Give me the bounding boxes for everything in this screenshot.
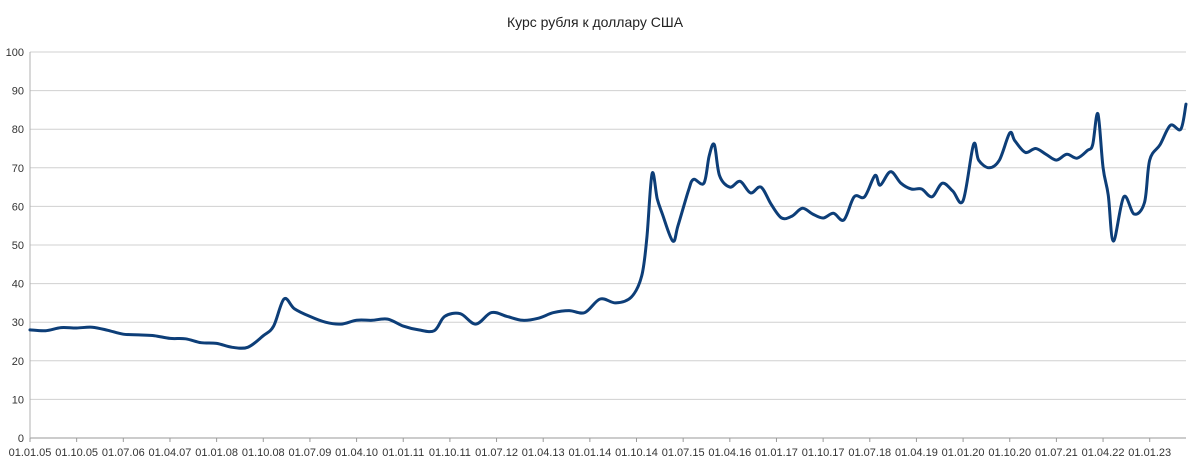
x-tick-label: 01.04.07 [149, 447, 192, 459]
x-tick-label: 01.01.20 [942, 447, 985, 459]
y-tick-label: 30 [12, 317, 24, 329]
x-tick-label: 01.10.20 [988, 447, 1031, 459]
y-tick-label: 80 [12, 124, 24, 136]
y-tick-label: 50 [12, 240, 24, 252]
x-tick-label: 01.01.05 [9, 447, 52, 459]
x-tick-label: 01.01.08 [195, 447, 238, 459]
x-tick-label: 01.01.14 [568, 447, 611, 459]
y-tick-label: 100 [6, 47, 24, 59]
y-tick-label: 0 [18, 433, 24, 445]
x-tick-label: 01.07.21 [1035, 447, 1078, 459]
x-tick-label: 01.10.14 [615, 447, 658, 459]
x-tick-label: 01.04.19 [895, 447, 938, 459]
y-tick-label: 10 [12, 394, 24, 406]
x-tick-label: 01.07.15 [662, 447, 705, 459]
x-tick-label: 01.04.13 [522, 447, 565, 459]
y-tick-label: 20 [12, 356, 24, 368]
x-tick-label: 01.07.12 [475, 447, 518, 459]
x-tick-label: 01.07.06 [102, 447, 145, 459]
y-tick-label: 70 [12, 163, 24, 175]
x-tick-label: 01.01.23 [1128, 447, 1171, 459]
x-tick-label: 01.01.11 [382, 447, 424, 459]
x-tick-label: 01.04.22 [1082, 447, 1125, 459]
x-tick-label: 01.04.16 [708, 447, 751, 459]
y-tick-label: 40 [12, 279, 24, 291]
y-tick-label: 60 [12, 201, 24, 213]
x-tick-label: 01.07.18 [848, 447, 891, 459]
series-line [28, 102, 1188, 350]
x-tick-label: 01.04.10 [335, 447, 378, 459]
x-tick-label: 01.10.05 [55, 447, 98, 459]
x-tick-label: 01.10.11 [429, 447, 471, 459]
x-tick-label: 01.10.17 [802, 447, 845, 459]
chart-title: Курс рубля к доллару США [506, 14, 684, 30]
x-tick-label: 01.07.09 [289, 447, 332, 459]
x-tick-label: 01.01.17 [755, 447, 798, 459]
x-tick-label: 01.10.08 [242, 447, 285, 459]
y-tick-label: 90 [12, 86, 24, 98]
